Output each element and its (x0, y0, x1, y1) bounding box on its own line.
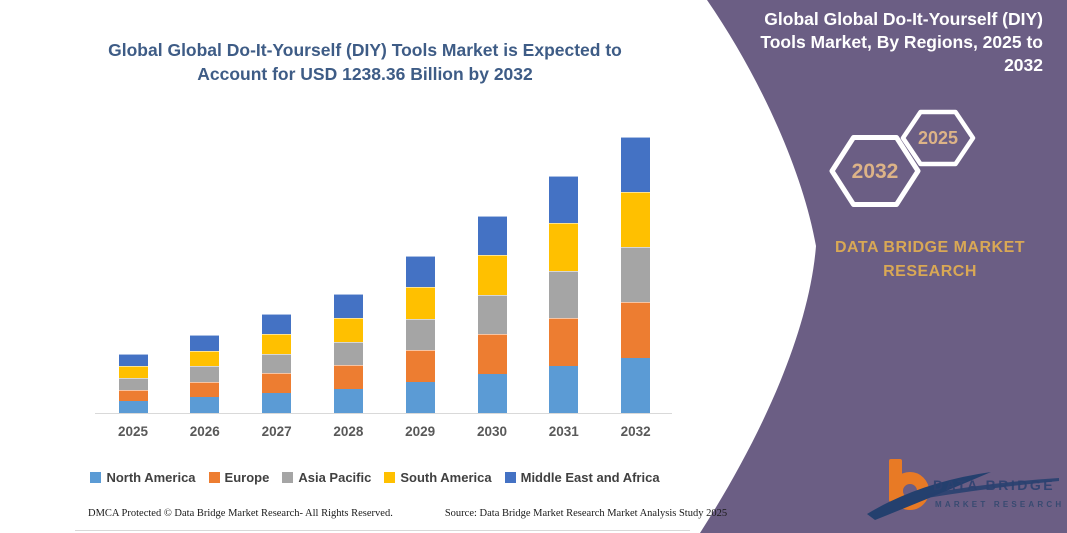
bar-segment-middle-east-and-africa-2030 (477, 216, 507, 256)
legend-swatch-north-america (90, 472, 102, 483)
bar-segment-middle-east-and-africa-2031 (549, 175, 579, 224)
logo-swoosh-tail-icon (925, 478, 1059, 498)
x-axis-label-2028: 2028 (333, 424, 364, 439)
legend-item-europe: Europe (208, 470, 270, 485)
bar-segment-south-america-2027 (262, 333, 292, 354)
chart-legend: North America Europe Asia Pacific South Ame… (80, 470, 670, 485)
x-axis-label-2030: 2030 (476, 424, 508, 439)
x-axis-label-2031: 2031 (548, 424, 579, 439)
bar-segment-north-america-2025 (118, 401, 148, 413)
bar-segment-south-america-2029 (405, 287, 435, 319)
x-axis-line (95, 413, 672, 414)
hexagon-2025-label: 2025 (918, 128, 958, 148)
legend-swatch-south-america (384, 472, 396, 483)
stacked-bar-chart: 2025 2026 2027 2028 2029 2030 2031 2032 (117, 136, 651, 439)
panel-title: Global Global Do-It-Yourself (DIY) Tools… (760, 9, 1043, 75)
bar-segment-south-america-2031 (549, 223, 579, 271)
bar-segment-europe-2027 (262, 373, 292, 394)
bar-2027 (262, 314, 292, 413)
bar-segment-europe-2026 (190, 381, 220, 398)
bar-segment-middle-east-and-africa-2032 (621, 136, 651, 192)
bar-segment-north-america-2030 (477, 373, 507, 413)
bar-segment-middle-east-and-africa-2028 (333, 294, 363, 318)
bar-2028 (333, 294, 363, 413)
data-bridge-logo: DATA BRIDGE MARKET RESEARCH (867, 459, 1063, 520)
legend-label-middle-east-and-africa: Middle East and Africa (520, 470, 660, 485)
x-axis-label-2029: 2029 (405, 424, 436, 439)
x-axis-label-2027: 2027 (261, 424, 292, 439)
bar-segment-middle-east-and-africa-2025 (118, 354, 148, 367)
legend-label-europe: Europe (224, 470, 270, 485)
bar-segment-asia-pacific-2032 (621, 247, 651, 303)
bar-segment-europe-2028 (333, 365, 363, 390)
bar-segment-north-america-2028 (333, 389, 363, 413)
bar-2032 (621, 136, 651, 413)
legend-swatch-asia-pacific (282, 472, 294, 483)
bottom-divider-line (75, 530, 690, 531)
bar-segment-asia-pacific-2026 (190, 366, 220, 382)
bar-2025 (118, 354, 148, 413)
bar-segment-south-america-2025 (118, 366, 148, 378)
bar-segment-asia-pacific-2030 (477, 294, 507, 335)
legend-item-north-america: North America (90, 470, 196, 485)
bar-segment-middle-east-and-africa-2027 (262, 314, 292, 334)
bar-2030 (477, 216, 507, 413)
bar-segment-europe-2025 (118, 389, 148, 402)
purple-wedge-shape (700, 0, 1067, 533)
bar-2031 (549, 175, 579, 413)
bar-segment-south-america-2030 (477, 255, 507, 295)
x-axis-label-2026: 2026 (189, 424, 220, 439)
bar-segment-north-america-2029 (405, 381, 435, 413)
bar-segment-middle-east-and-africa-2029 (405, 255, 435, 288)
footer-source-text: Source: Data Bridge Market Research Mark… (444, 508, 728, 519)
bar-segment-south-america-2026 (190, 350, 220, 367)
brand-wordmark-line2: RESEARCH (883, 263, 977, 280)
bar-segment-asia-pacific-2025 (118, 377, 148, 390)
brand-wordmark-line1: DATA BRIDGE MARKET (834, 239, 1026, 256)
footer-dmca-text: DMCA Protected © Data Bridge Market Rese… (88, 508, 393, 519)
logo-text-market-research: MARKET RESEARCH (935, 500, 1063, 509)
bar-segment-north-america-2032 (621, 357, 651, 413)
legend-label-north-america: North America (106, 470, 196, 485)
bar-segment-south-america-2032 (621, 191, 651, 248)
x-axis-label-2032: 2032 (620, 424, 651, 439)
bar-2026 (190, 335, 220, 413)
bar-segment-europe-2030 (477, 334, 507, 374)
legend-item-middle-east-and-africa: Middle East and Africa (504, 470, 660, 485)
legend-item-asia-pacific: Asia Pacific (282, 470, 371, 485)
hexagon-2032 (829, 135, 921, 207)
bar-segment-asia-pacific-2031 (549, 270, 579, 319)
bar-segment-middle-east-and-africa-2026 (190, 335, 220, 351)
legend-swatch-europe (208, 472, 220, 483)
legend-swatch-middle-east-and-africa (504, 472, 516, 483)
bar-segment-north-america-2026 (190, 397, 220, 413)
legend-label-asia-pacific: Asia Pacific (298, 470, 372, 485)
legend-item-south-america: South America (384, 470, 492, 485)
bar-segment-north-america-2027 (262, 393, 292, 413)
bar-segment-asia-pacific-2029 (405, 318, 435, 351)
hexagon-2032-label: 2032 (852, 160, 899, 183)
x-axis-label-2025: 2025 (117, 424, 149, 439)
footer: DMCA Protected © Data Bridge Market Rese… (88, 508, 727, 519)
bar-segment-asia-pacific-2028 (333, 341, 363, 366)
chart-headline-line2: Account for USD 1238.36 Billion by 2032 (197, 64, 533, 84)
bar-segment-asia-pacific-2027 (262, 353, 292, 374)
bar-2029 (405, 255, 435, 413)
bar-segment-europe-2032 (621, 302, 651, 358)
bar-segment-south-america-2028 (333, 317, 363, 342)
legend-label-south-america: South America (400, 470, 492, 485)
chart-headline-line1: Global Global Do-It-Yourself (DIY) Tools… (108, 40, 622, 60)
bar-segment-europe-2031 (549, 318, 579, 366)
brand-wordmark: DATA BRIDGE MARKET RESEARCH (818, 236, 1042, 284)
bar-segment-europe-2029 (405, 350, 435, 382)
hexagon-2025 (900, 109, 976, 167)
logo-text-data-bridge: DATA BRIDGE (933, 477, 1055, 493)
bar-segment-north-america-2031 (549, 365, 579, 413)
chart-headline: Global Global Do-It-Yourself (DIY) Tools… (85, 38, 645, 86)
